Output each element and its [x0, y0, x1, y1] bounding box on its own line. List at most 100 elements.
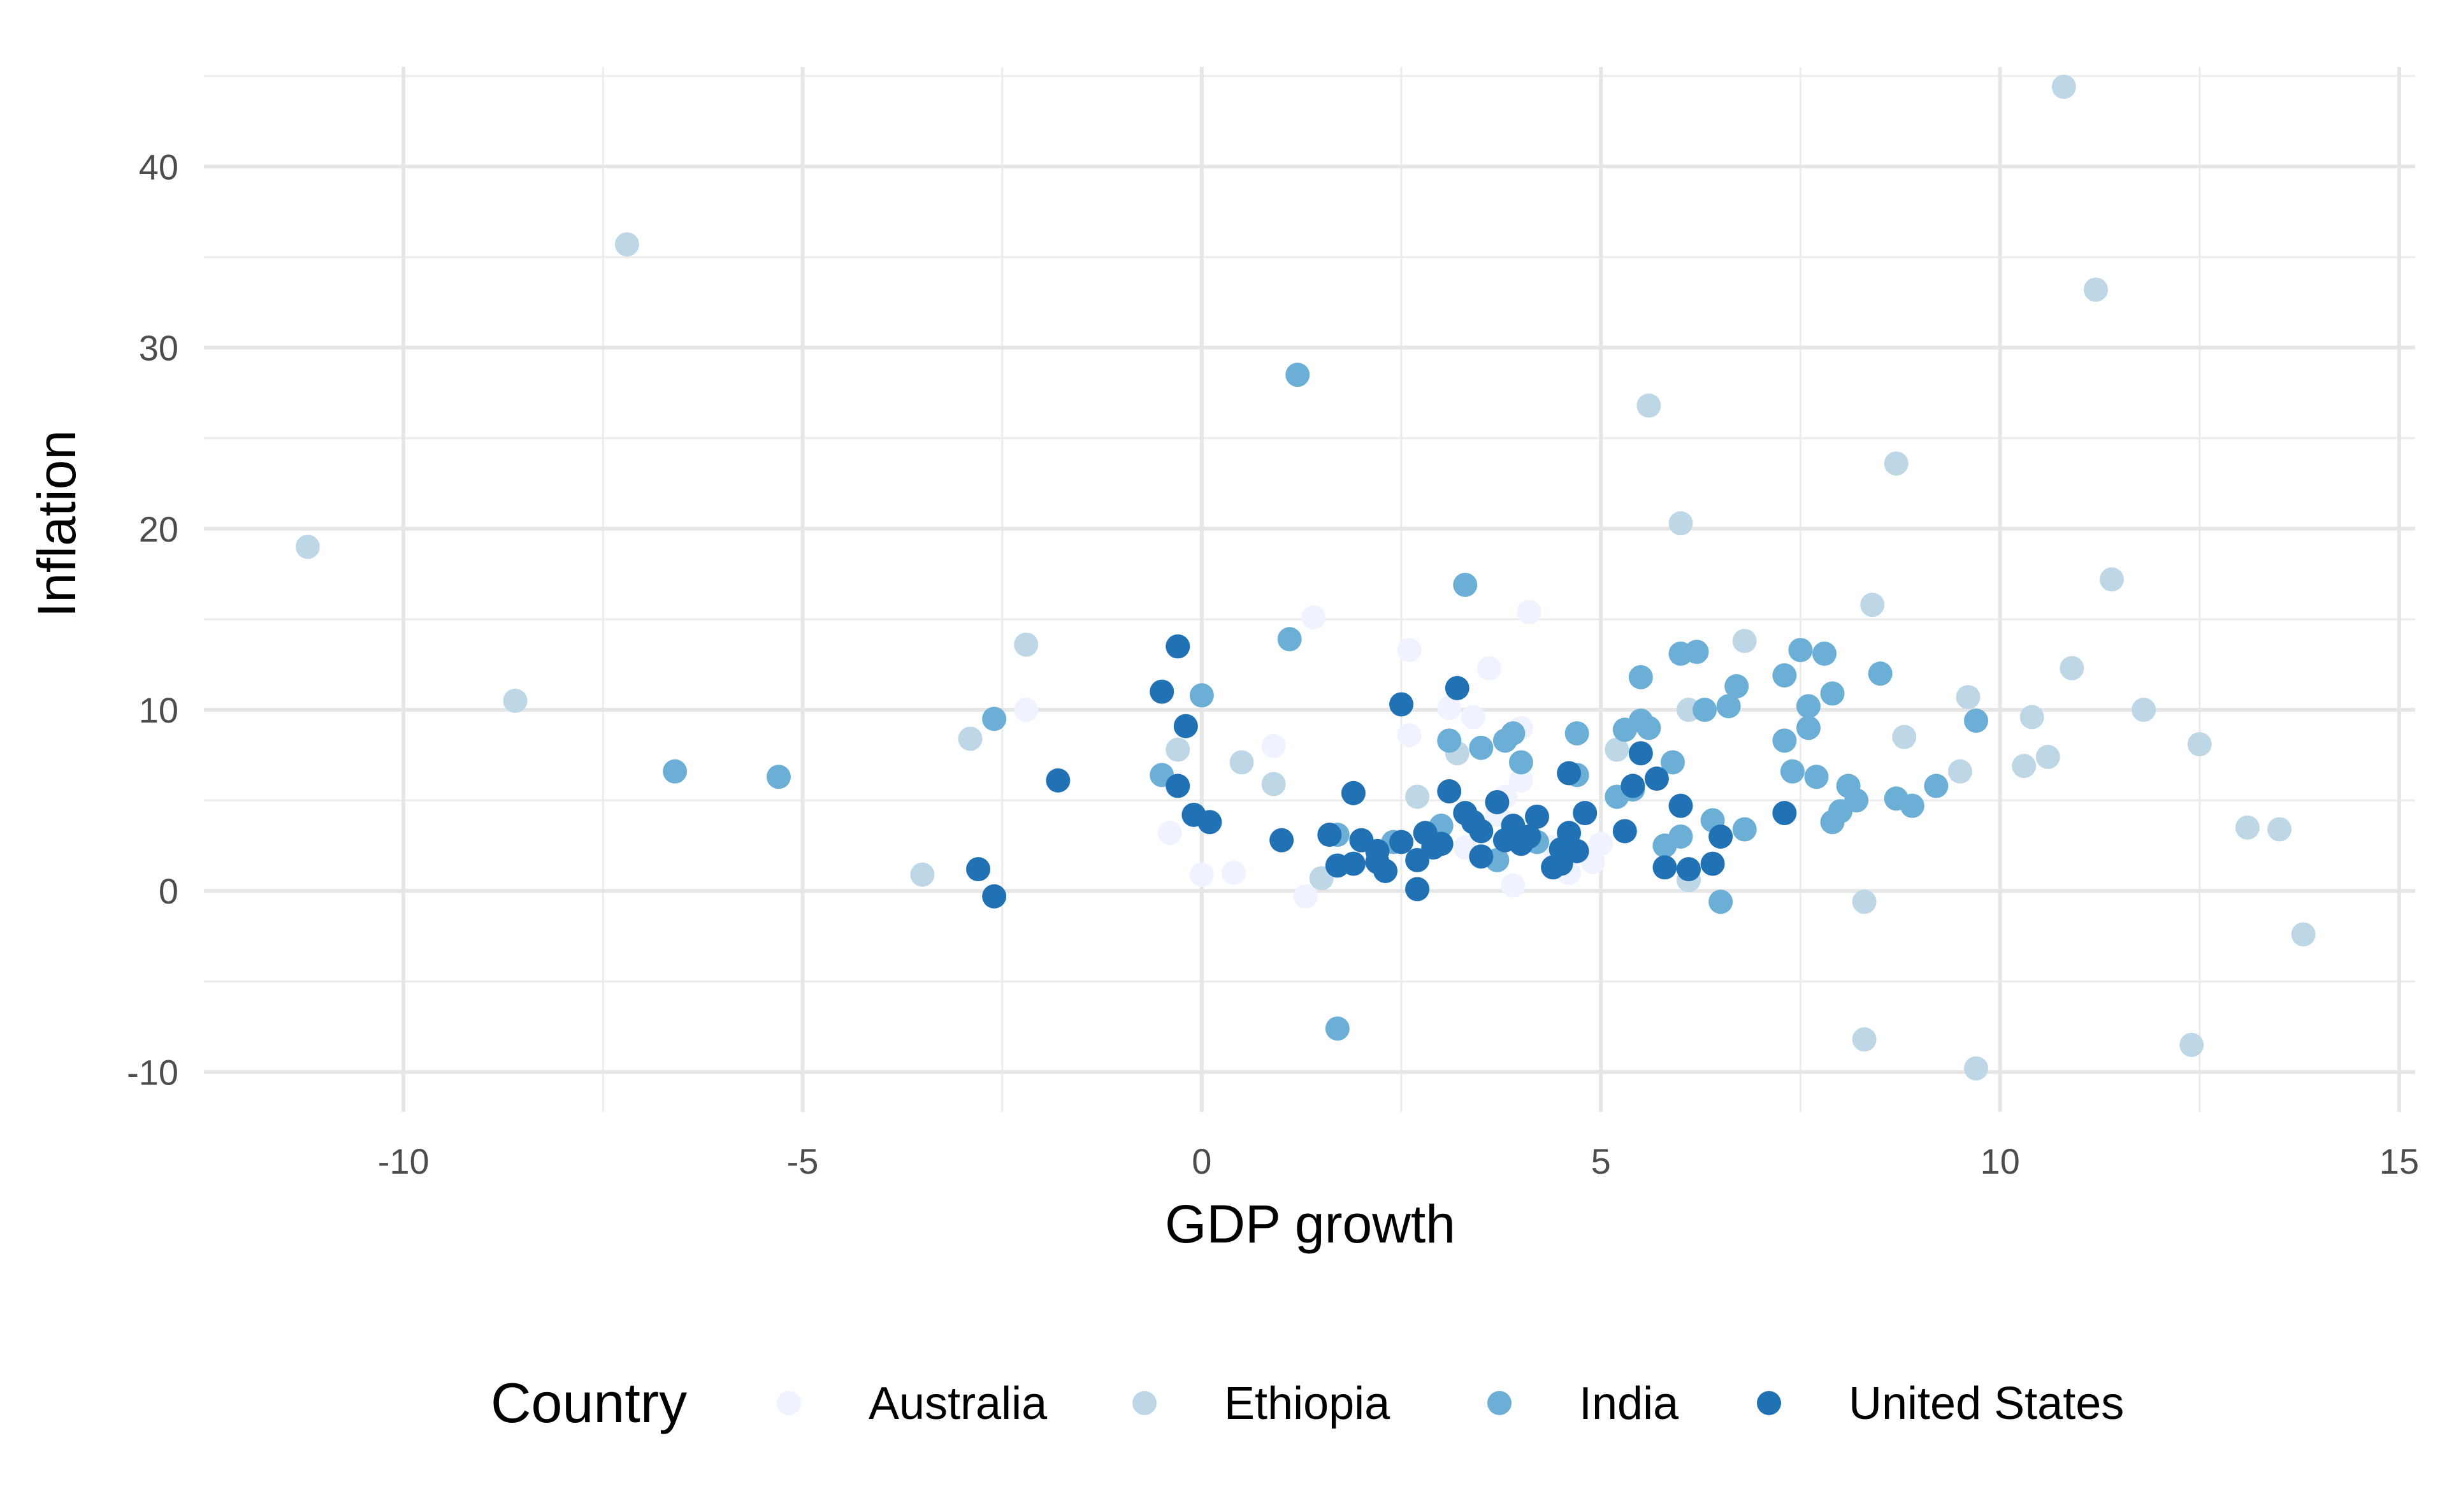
data-point [2132, 698, 2156, 723]
data-point [503, 688, 528, 713]
data-point [1197, 810, 1222, 835]
data-point [2051, 75, 2076, 99]
y-tick-label: 20 [139, 509, 178, 549]
data-point [1804, 765, 1829, 789]
data-point [1644, 767, 1669, 791]
data-point [1964, 1056, 1989, 1081]
data-point [1189, 683, 1214, 708]
data-point [1796, 694, 1821, 719]
data-point [1229, 750, 1254, 775]
data-point [1485, 789, 1510, 814]
data-point [1772, 663, 1797, 688]
data-point [1437, 779, 1462, 803]
data-point [2060, 656, 2084, 680]
data-points [295, 75, 2316, 1081]
data-point [1277, 627, 1302, 652]
data-point [982, 884, 1007, 909]
data-point [1636, 393, 1661, 418]
legend-title: Country [491, 1371, 687, 1434]
data-point [1173, 714, 1198, 738]
data-point [1924, 774, 1949, 798]
data-point [1677, 857, 1701, 882]
data-point [1947, 759, 1972, 784]
x-tick-label: 5 [1591, 1141, 1611, 1181]
x-tick-label: -10 [378, 1141, 429, 1181]
data-point [1668, 824, 1693, 849]
data-point [1461, 705, 1485, 730]
data-point [1014, 632, 1039, 657]
data-point [1517, 600, 1541, 624]
y-tick-label: 40 [139, 147, 178, 187]
data-point [1317, 823, 1342, 847]
data-point [2083, 277, 2108, 302]
legend-label: India [1579, 1378, 1679, 1429]
data-point [1166, 737, 1190, 762]
data-point [1285, 363, 1310, 387]
data-point [1812, 641, 1837, 666]
x-tick-label: 0 [1192, 1141, 1211, 1181]
data-point [1716, 694, 1741, 719]
data-point [1501, 873, 1526, 898]
data-point [1796, 716, 1821, 740]
data-point [1365, 849, 1390, 874]
data-point [1157, 821, 1182, 846]
legend: Country Australia Ethiopia India United Sta… [491, 1371, 2124, 1434]
data-point [1900, 793, 1924, 818]
data-point [1189, 862, 1214, 887]
data-point [1708, 824, 1733, 849]
data-point [958, 726, 983, 751]
data-point [1150, 679, 1174, 704]
x-tick-label: 10 [1980, 1141, 2019, 1181]
data-point [1860, 593, 1885, 617]
legend-key [1132, 1391, 1157, 1415]
data-point [1221, 860, 1246, 885]
data-point [1844, 788, 1869, 813]
data-point [1501, 721, 1526, 745]
data-point [1557, 821, 1582, 846]
data-point [1469, 819, 1494, 844]
data-point [1341, 851, 1366, 876]
data-point [614, 232, 639, 257]
y-tick-label: -10 [127, 1052, 178, 1092]
data-point [1612, 819, 1637, 844]
data-point [1046, 768, 1071, 793]
data-point [1405, 877, 1430, 902]
x-axis-ticks: -10 -5 0 5 10 15 [378, 1141, 2419, 1181]
y-axis-ticks: -10 0 10 20 30 40 [127, 147, 178, 1092]
data-point [1788, 638, 1813, 663]
data-point [2179, 1032, 2204, 1057]
y-tick-label: 30 [139, 328, 178, 368]
data-point [1261, 733, 1286, 758]
data-point [1636, 716, 1661, 740]
data-point [2099, 567, 2124, 592]
data-point [1325, 1016, 1350, 1041]
data-point [2267, 817, 2292, 842]
legend-key [1757, 1391, 1781, 1415]
data-point [1884, 451, 1909, 476]
data-point [1868, 661, 1893, 686]
data-point [1589, 832, 1613, 856]
grid-minor [204, 67, 2415, 1112]
data-point [2019, 705, 2044, 730]
data-point [1652, 855, 1677, 880]
data-point [1964, 709, 1989, 733]
data-point [910, 862, 935, 887]
data-point [1014, 698, 1039, 723]
data-point [1269, 828, 1294, 853]
data-point [1508, 750, 1533, 775]
data-point [1668, 511, 1693, 536]
data-point [2291, 922, 2316, 947]
legend-label: United States [1849, 1378, 2124, 1429]
data-point [1820, 681, 1845, 706]
data-point [1628, 741, 1653, 766]
data-point [1852, 889, 1877, 914]
data-point [1293, 884, 1318, 909]
data-point [1301, 605, 1326, 630]
data-point [1772, 801, 1797, 826]
data-point [1397, 638, 1422, 663]
data-point [1693, 698, 1717, 723]
x-tick-label: -5 [787, 1141, 819, 1181]
data-point [2012, 754, 2037, 779]
data-point [1389, 830, 1414, 854]
data-point [1389, 692, 1414, 717]
